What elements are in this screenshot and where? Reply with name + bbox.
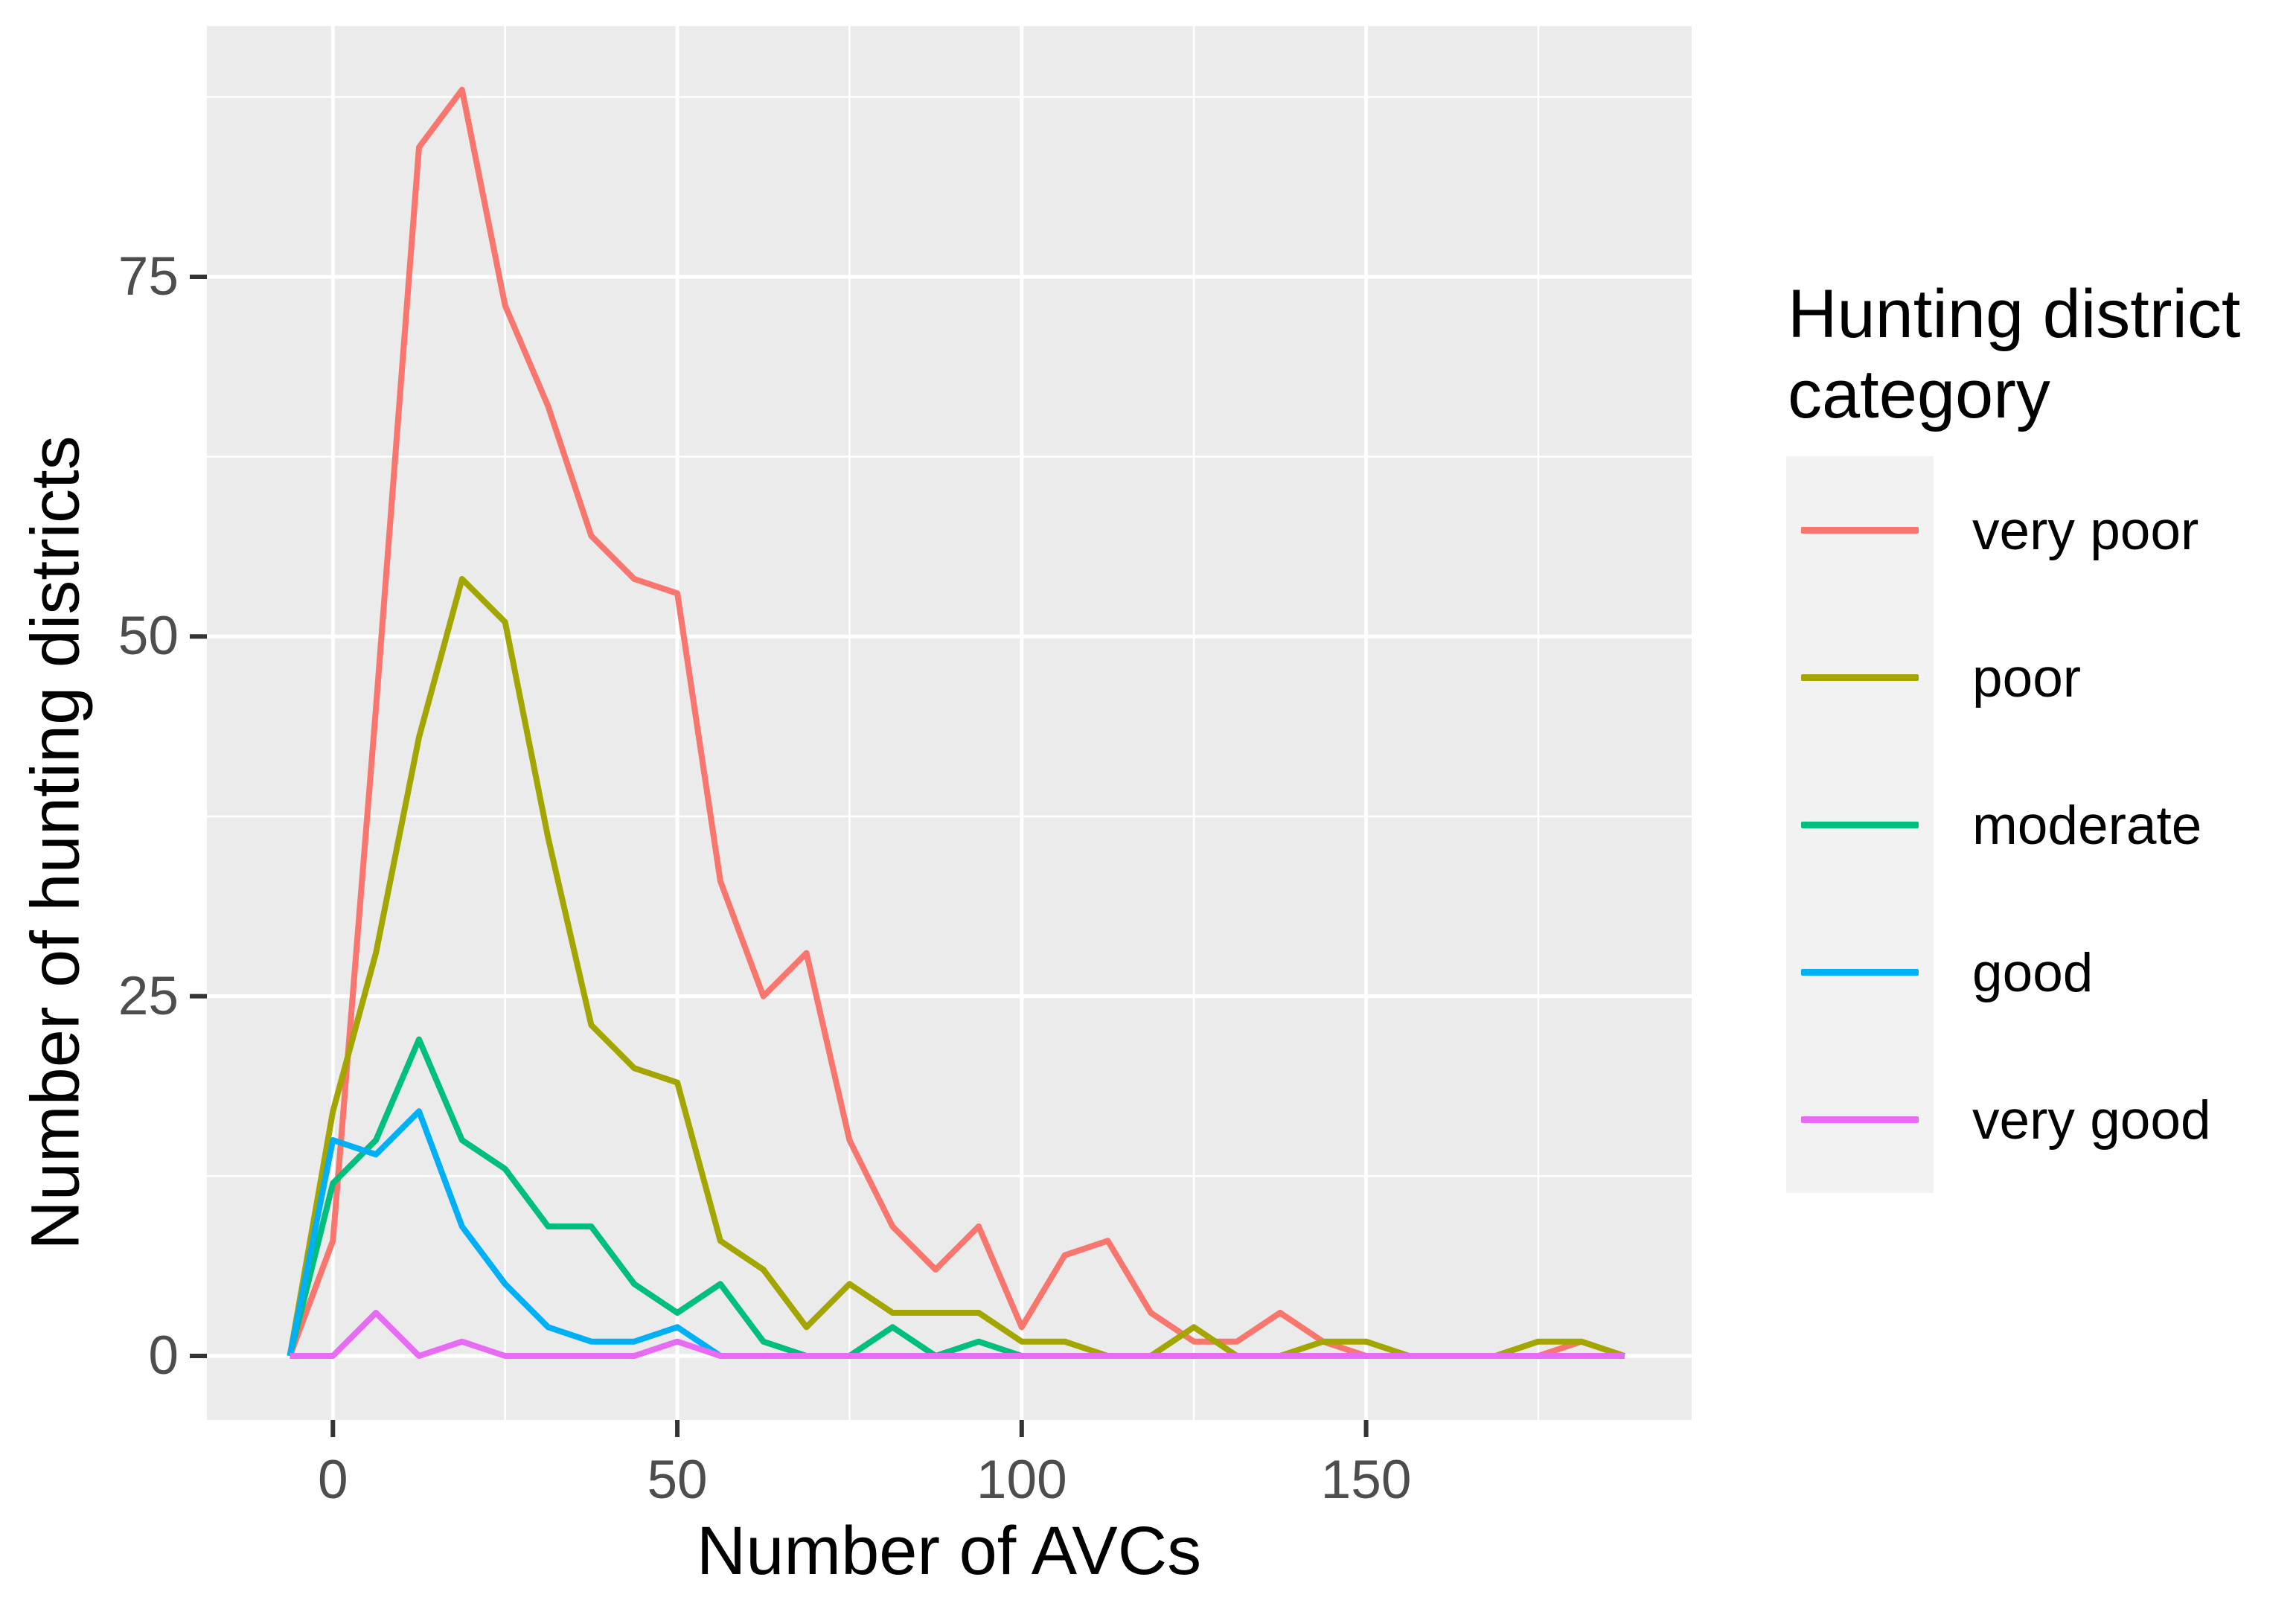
x-tick-label: 150 [1320,1450,1412,1510]
legend-key-line-icon [1801,674,1919,681]
y-tick-label: 75 [118,246,179,307]
legend-key-line-icon [1801,1116,1919,1123]
axis-tick-marks [190,274,1369,1437]
series-line-very-good [290,1310,1625,1359]
legend-label: good [1972,943,2094,1003]
legend-label: very good [1972,1090,2211,1151]
legend-title-line1: Hunting district [1788,276,2241,352]
legend-key-line-icon [1801,527,1919,534]
legend-key-line-icon [1801,822,1919,828]
plot-panel [207,26,1692,1420]
x-tick-label: 50 [647,1450,708,1510]
legend-key-moderate [1786,751,1934,898]
legend-key-line-icon [1801,969,1919,976]
grid-minor-lines [207,26,1692,1420]
x-axis-title: Number of AVCs [696,1513,1202,1589]
legend-key-column [1786,456,1934,1193]
x-tick-label: 100 [976,1450,1067,1510]
legend-label: poor [1972,648,2082,708]
legend-title-line2: category [1788,356,2050,432]
legend-key-poor [1786,604,1934,751]
y-tick-label: 25 [118,965,179,1026]
legend-label: moderate [1972,796,2202,856]
data-series-lines [287,86,1625,1359]
x-tick-label: 0 [317,1450,348,1510]
legend-key-very-poor [1786,456,1934,604]
panel-background [207,26,1692,1420]
legend-key-good [1786,898,1934,1046]
legend-key-very-good [1786,1046,1934,1193]
legend-label: very poor [1972,501,2199,561]
y-tick-label: 50 [118,606,179,667]
legend-title: Hunting district category [1788,274,2240,435]
y-tick-label: 0 [148,1325,179,1386]
